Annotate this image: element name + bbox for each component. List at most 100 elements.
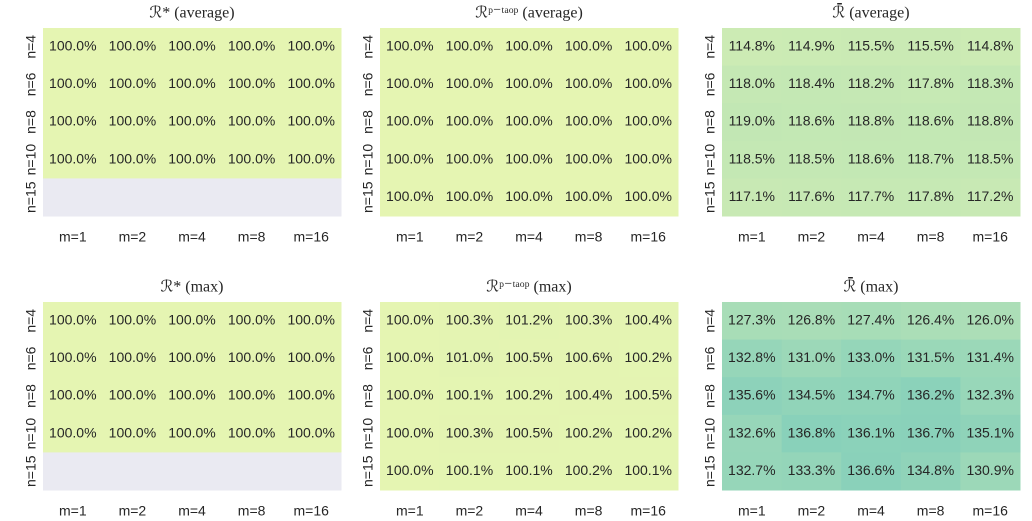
heatmap-cell: [380, 140, 441, 179]
x-tick-label: m=16: [972, 229, 1008, 245]
x-tick-label: m=1: [59, 503, 87, 519]
heatmap-cell: [960, 414, 1021, 453]
x-tick-label: m=2: [798, 229, 826, 245]
cell-label: 100.0%: [624, 75, 671, 91]
cell-label: 132.3%: [966, 387, 1013, 403]
heatmap-cell: [281, 339, 342, 378]
heatmap-cell: [499, 377, 560, 416]
cell-label: 100.1%: [505, 462, 552, 478]
cell-label: 100.0%: [287, 38, 334, 54]
heatmap-cell: [841, 339, 902, 378]
cell-label: 131.4%: [966, 349, 1013, 365]
x-tick-label: m=16: [630, 503, 666, 519]
heatmap-cell: [781, 65, 842, 104]
y-tick-label: n=4: [702, 309, 718, 333]
heatmap-cell: [439, 452, 500, 491]
cell-label: 100.0%: [446, 150, 493, 166]
y-tick-label: n=8: [702, 384, 718, 408]
cell-label: 100.0%: [505, 38, 552, 54]
x-tick-label: m=8: [575, 503, 603, 519]
cell-label: 132.7%: [728, 462, 775, 478]
heatmap-cell: [781, 377, 842, 416]
y-tick-label: n=10: [702, 418, 718, 450]
heatmap-cell: [900, 140, 961, 179]
x-tick-label: m=1: [738, 229, 766, 245]
y-tick-label: n=6: [360, 72, 376, 96]
x-tick-label: m=1: [738, 503, 766, 519]
cell-label: 100.0%: [49, 312, 96, 328]
y-tick-label: n=6: [360, 346, 376, 370]
x-tick-label: m=4: [857, 229, 885, 245]
cell-label: 100.0%: [386, 349, 433, 365]
cell-label: 100.0%: [228, 113, 275, 129]
heatmap-cell: [900, 28, 961, 67]
heatmap-cell: [380, 377, 441, 416]
heatmap-cell: [281, 377, 342, 416]
cell-label: 118.8%: [848, 113, 894, 129]
heatmap-cell: [841, 65, 902, 104]
cell-label: 100.0%: [168, 424, 215, 440]
y-tick-label: n=15: [702, 181, 718, 213]
cell-label: 136.7%: [907, 424, 954, 440]
y-tick-label: n=4: [702, 35, 718, 59]
heatmap-cell: [102, 302, 163, 341]
cell-label: 100.0%: [287, 150, 334, 166]
heatmap-cell: [102, 339, 163, 378]
cell-label: 100.0%: [168, 387, 215, 403]
heatmap-cell: [841, 302, 902, 341]
panel-title: ℛᵖ⁻ᵗᵃᵒᵖ (average): [475, 5, 583, 22]
cell-label: 100.0%: [386, 424, 433, 440]
y-tick-label: n=4: [23, 35, 39, 59]
y-tick-label: n=6: [702, 72, 718, 96]
heatmap-cell: [722, 103, 783, 142]
cell-label: 134.5%: [788, 387, 835, 403]
heatmap-cell: [618, 178, 679, 217]
cell-label: 100.2%: [505, 387, 552, 403]
cell-label: 100.0%: [109, 150, 156, 166]
cell-label: 100.0%: [49, 113, 96, 129]
heatmap-cell: [221, 339, 282, 378]
heatmap-cell: [499, 414, 560, 453]
cell-label: 100.0%: [565, 38, 612, 54]
cell-label: 100.0%: [446, 188, 493, 204]
x-tick-label: m=8: [575, 229, 603, 245]
heatmap-cell: [499, 302, 560, 341]
heatmap-cell: [618, 377, 679, 416]
heatmap-cell: [221, 414, 282, 453]
cell-label: 100.0%: [109, 424, 156, 440]
heatmap-cell: [841, 140, 902, 179]
heatmap-cell: [221, 140, 282, 179]
y-tick-label: n=10: [702, 144, 718, 176]
cell-label: 100.0%: [446, 113, 493, 129]
cell-label: 100.0%: [386, 75, 433, 91]
cell-label: 133.3%: [788, 462, 835, 478]
x-tick-label: m=8: [238, 229, 266, 245]
heatmap-cell: [722, 377, 783, 416]
cell-label: 100.0%: [109, 349, 156, 365]
cell-label: 100.6%: [565, 349, 612, 365]
missing-cell: [43, 452, 104, 491]
x-tick-label: m=16: [293, 229, 329, 245]
missing-cell: [221, 452, 282, 491]
y-tick-label: n=4: [360, 309, 376, 333]
cell-label: 100.0%: [386, 38, 433, 54]
cell-label: 126.8%: [788, 312, 835, 328]
cell-label: 100.0%: [565, 188, 612, 204]
cell-label: 100.0%: [109, 113, 156, 129]
heatmap-cell: [900, 452, 961, 491]
cell-label: 117.6%: [788, 188, 834, 204]
heatmap-cell: [960, 339, 1021, 378]
cell-label: 100.0%: [109, 387, 156, 403]
cell-label: 131.0%: [788, 349, 835, 365]
cell-label: 119.0%: [729, 113, 775, 129]
heatmap-cell: [162, 302, 223, 341]
cell-label: 100.0%: [49, 387, 96, 403]
cell-label: 100.1%: [446, 387, 493, 403]
cell-label: 100.0%: [287, 349, 334, 365]
cell-label: 118.5%: [967, 150, 1013, 166]
cell-label: 136.2%: [907, 387, 954, 403]
x-tick-label: m=8: [917, 229, 945, 245]
cell-label: 100.0%: [624, 113, 671, 129]
heatmap-cell: [558, 302, 619, 341]
